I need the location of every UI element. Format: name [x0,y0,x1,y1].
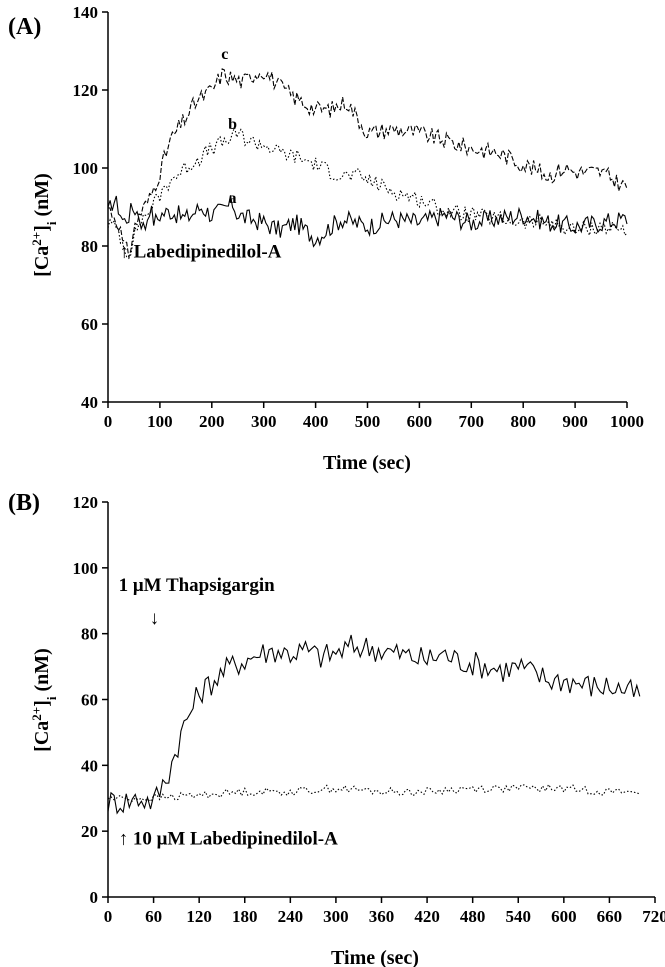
series-label-a: a [229,190,237,207]
x-tick-label: 100 [147,412,173,431]
x-tick-label: 360 [369,907,395,926]
series-line-thapsigargin [107,634,641,815]
x-tick-label: 800 [510,412,536,431]
y-tick-label: 20 [81,822,98,841]
y-tick-label: 40 [81,393,98,412]
x-tick-label: 500 [355,412,381,431]
y-tick-label: 120 [73,81,99,100]
series-lines-b [107,634,641,815]
y-tick-label: 140 [73,3,99,22]
annotation-0: 1 μM Thapsigargin [119,575,276,596]
x-tick-label: 200 [199,412,225,431]
panel-label-a: (A) [8,14,41,40]
x-tick-label: 240 [278,907,304,926]
y-axis-title-a: [Ca2+]i (nM) [29,173,59,277]
svg-text:[Ca2+]i (nM): [Ca2+]i (nM) [29,648,59,752]
series-line-c [107,68,628,258]
x-tick-label: 600 [407,412,433,431]
y-tick-label: 80 [81,237,98,256]
ticks-b: 0 20 40 60 80 100 120 0 60 120 180 240 300 360 420 480 5… [73,493,665,926]
x-tick-label: 420 [414,907,440,926]
x-tick-label: 60 [145,907,162,926]
svg-text:[Ca2+]i (nM): [Ca2+]i (nM) [29,173,59,277]
x-tick-label: 0 [104,907,113,926]
x-tick-label: 900 [562,412,588,431]
chart-panel-b: (B) [Ca2+]i (nM) Time (sec) 0 20 40 60 80 100… [8,490,665,967]
annotations-b: 1 μM Thapsigargin ↓ ↑ 10 μM Labedipinedilo… [119,575,339,849]
x-tick-label: 720 [642,907,665,926]
y-axis-title-b: [Ca2+]i (nM) [29,648,59,752]
panel-label-b: (B) [8,490,40,516]
y-tick-label: 120 [73,493,99,512]
x-tick-label: 540 [506,907,532,926]
y-tick-label: 0 [90,888,99,907]
x-axis-title-b: Time (sec) [331,947,419,967]
x-tick-label: 660 [597,907,623,926]
y-tick-label: 60 [81,315,98,334]
series-labels-a: a b c [221,46,237,207]
chart-panel-a: (A) [Ca2+]i (nM) Time (sec) 40 60 80 100 120… [8,3,644,474]
x-tick-label: 700 [459,412,485,431]
x-tick-label: 480 [460,907,486,926]
y-tick-label: 60 [81,691,98,710]
x-tick-label: 600 [551,907,577,926]
annotation-1: ↓ [150,608,160,629]
series-label-b: b [228,116,237,133]
annotation-0: ↑ Labedipinedilol-A [119,242,281,263]
annotation-2: ↑ 10 μM Labedipinedilol-A [119,828,339,849]
annotations-a: ↑ Labedipinedilol-A [119,242,281,263]
y-tick-label: 80 [81,625,98,644]
series-label-c: c [221,46,228,63]
series-line-a [107,195,628,248]
series-lines-a [107,68,628,260]
x-tick-label: 300 [323,907,349,926]
x-axis-title-a: Time (sec) [323,452,411,474]
x-tick-label: 400 [303,412,329,431]
ticks-a: 40 60 80 100 120 140 0 100 200 300 400 500 600 700 800… [73,3,645,431]
x-tick-label: 1000 [610,412,644,431]
y-tick-label: 100 [73,559,99,578]
x-tick-label: 180 [232,907,258,926]
series-line-b [107,125,628,260]
x-tick-label: 300 [251,412,277,431]
x-tick-label: 120 [186,907,212,926]
series-line-labedipinedilol [107,783,640,803]
y-tick-label: 40 [81,756,98,775]
x-tick-label: 0 [104,412,113,431]
y-tick-label: 100 [73,159,99,178]
axes-a [107,12,627,403]
